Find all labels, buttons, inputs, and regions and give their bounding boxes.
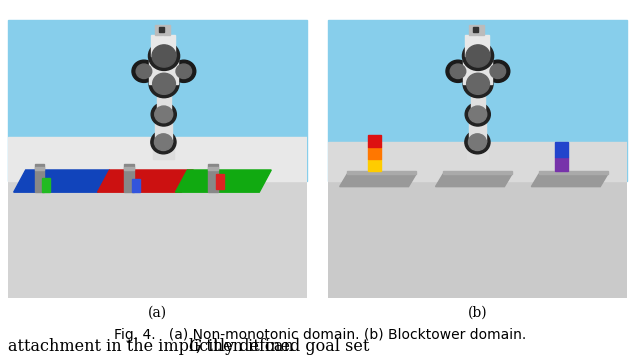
Bar <box>132 179 140 192</box>
Bar <box>556 157 568 171</box>
Polygon shape <box>8 136 307 181</box>
Bar <box>153 142 174 159</box>
Bar <box>159 27 164 32</box>
Circle shape <box>151 103 176 126</box>
Polygon shape <box>328 145 627 298</box>
Bar <box>125 164 134 192</box>
Circle shape <box>154 134 172 151</box>
Circle shape <box>136 64 152 78</box>
Bar <box>42 178 50 192</box>
Circle shape <box>151 130 176 154</box>
Bar <box>368 147 381 159</box>
Polygon shape <box>531 174 608 187</box>
Circle shape <box>148 42 180 70</box>
Polygon shape <box>539 171 608 174</box>
Text: attachment in the implicitly defined goal set: attachment in the implicitly defined goa… <box>8 338 374 355</box>
Polygon shape <box>347 171 416 174</box>
Circle shape <box>468 134 486 151</box>
Bar <box>155 25 162 35</box>
Circle shape <box>446 60 470 82</box>
Bar <box>35 164 44 192</box>
Polygon shape <box>8 145 307 298</box>
Bar <box>469 114 486 142</box>
Bar <box>163 25 170 35</box>
Bar <box>473 27 478 32</box>
Circle shape <box>152 45 176 67</box>
Bar <box>209 167 218 170</box>
Circle shape <box>155 106 173 123</box>
Polygon shape <box>443 171 512 174</box>
Bar <box>368 135 381 147</box>
Circle shape <box>463 42 493 70</box>
Circle shape <box>132 60 156 82</box>
Bar <box>556 143 568 157</box>
Circle shape <box>467 73 490 94</box>
Circle shape <box>176 64 191 78</box>
Circle shape <box>450 64 466 78</box>
Bar <box>477 25 484 35</box>
Polygon shape <box>328 142 627 181</box>
Polygon shape <box>13 170 109 192</box>
Bar <box>328 20 627 181</box>
Polygon shape <box>175 170 271 192</box>
Bar <box>209 164 218 192</box>
Bar <box>467 142 488 159</box>
Bar <box>368 159 381 171</box>
Circle shape <box>465 130 490 154</box>
Bar <box>8 20 307 181</box>
Bar <box>152 35 175 56</box>
Text: Fig. 4.   (a) Non-monotonic domain. (b) Blocktower domain.: Fig. 4. (a) Non-monotonic domain. (b) Bl… <box>114 328 526 342</box>
Bar <box>157 84 172 114</box>
Circle shape <box>463 70 493 98</box>
Bar <box>471 84 485 114</box>
Text: (b): (b) <box>468 305 487 319</box>
Circle shape <box>153 73 175 94</box>
Bar <box>216 174 224 190</box>
Text: G: G <box>189 338 202 355</box>
Bar <box>465 35 490 56</box>
Circle shape <box>486 60 510 82</box>
Bar <box>125 167 134 170</box>
Bar <box>149 56 177 84</box>
Circle shape <box>149 70 179 98</box>
Polygon shape <box>97 170 193 192</box>
Text: (a): (a) <box>148 305 167 319</box>
Bar <box>35 167 44 170</box>
Polygon shape <box>435 174 512 187</box>
Polygon shape <box>340 174 416 187</box>
Bar <box>469 25 476 35</box>
Text: , then it can: , then it can <box>196 338 294 355</box>
Circle shape <box>465 103 490 126</box>
Bar <box>463 56 492 84</box>
Circle shape <box>172 60 196 82</box>
Circle shape <box>466 45 490 67</box>
Bar <box>155 114 172 142</box>
Circle shape <box>490 64 506 78</box>
Circle shape <box>468 106 487 123</box>
